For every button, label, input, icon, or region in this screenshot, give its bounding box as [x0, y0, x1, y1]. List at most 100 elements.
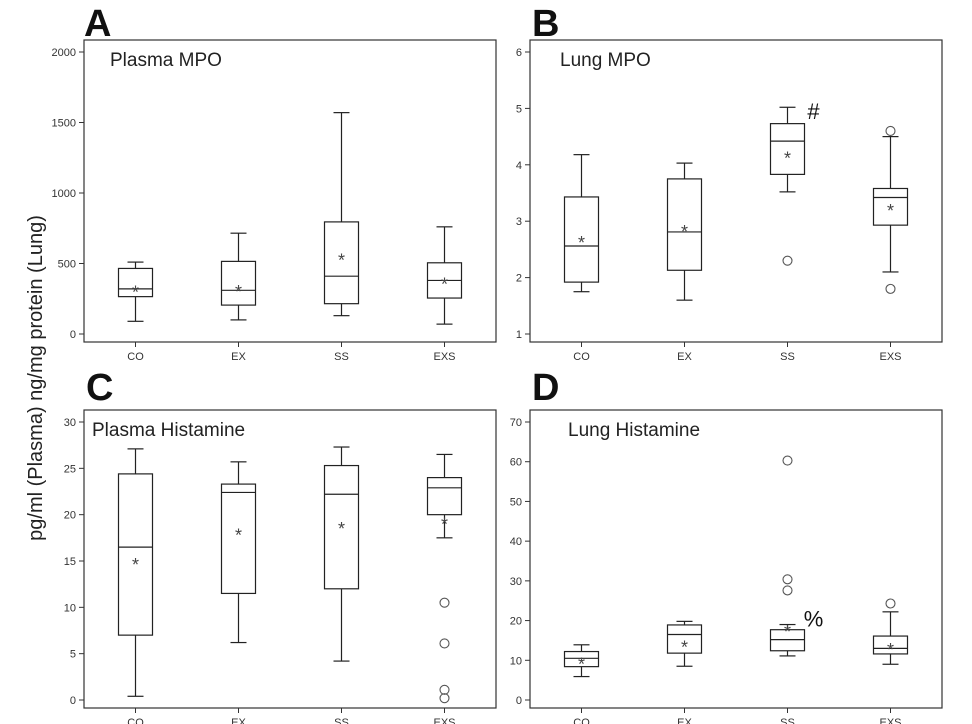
y-tick-label: 0 — [70, 695, 76, 707]
outlier-point — [782, 585, 793, 596]
x-tick-label: SS — [334, 351, 349, 363]
mean-marker: * — [784, 149, 791, 169]
panel-d: D Lung Histamine 0 10 20 30 40 50 60 70 CO EX SS EXS *… — [510, 367, 943, 724]
panel-a: A Plasma MPO 0 500 1000 1500 2000 CO EX SS EXS * * * * — [52, 3, 497, 363]
panel-title: Lung Histamine — [568, 420, 700, 441]
x-tick-label: SS — [780, 717, 795, 724]
panel-letter: C — [86, 367, 113, 409]
y-tick-label: 6 — [516, 47, 522, 59]
significance-mark: % — [804, 607, 824, 632]
y-tick-label: 25 — [64, 463, 76, 475]
iqr-box — [220, 260, 257, 306]
panel-title: Lung MPO — [560, 50, 651, 71]
boxplot-exs: * — [872, 125, 909, 294]
x-tick-label: EX — [231, 717, 246, 724]
plot-frame — [83, 409, 497, 709]
panel-letter: B — [532, 3, 559, 45]
mean-marker: * — [338, 519, 345, 539]
boxplot-ex: * — [220, 461, 257, 644]
mean-marker: * — [235, 525, 242, 545]
y-tick-label: 0 — [70, 329, 76, 341]
outlier-point — [439, 597, 450, 608]
mean-marker: * — [887, 201, 894, 221]
y-tick-label: 50 — [510, 496, 522, 508]
iqr-box — [117, 473, 154, 636]
x-tick-label: CO — [127, 351, 144, 363]
x-tick-label: EXS — [433, 351, 455, 363]
mean-marker: * — [132, 555, 139, 575]
boxplot-ss: * — [769, 455, 806, 657]
outlier-point — [782, 255, 793, 266]
boxplot-exs: * — [426, 453, 463, 704]
y-tick-label: 15 — [64, 556, 76, 568]
plot-frame — [529, 409, 943, 709]
y-tick-label: 2 — [516, 273, 522, 285]
panel-title: Plasma MPO — [110, 50, 222, 71]
boxplot-co: * — [563, 154, 600, 293]
x-tick-label: CO — [573, 351, 590, 363]
iqr-box — [666, 178, 703, 271]
y-tick-label: 4 — [516, 160, 522, 172]
boxplot-ss: * — [769, 106, 806, 266]
y-tick-label: 30 — [64, 417, 76, 429]
mean-marker: * — [578, 654, 585, 674]
mean-marker: * — [441, 275, 448, 295]
x-tick-label: EXS — [879, 351, 901, 363]
y-tick-label: 5 — [516, 103, 522, 115]
mean-marker: * — [132, 282, 139, 302]
iqr-box — [563, 196, 600, 283]
outlier-point — [782, 574, 793, 585]
y-tick-label: 10 — [510, 655, 522, 667]
x-tick-label: EX — [231, 351, 246, 363]
mean-marker: * — [681, 637, 688, 657]
boxplot-co: * — [117, 261, 154, 322]
x-tick-label: EXS — [879, 717, 901, 724]
y-tick-label: 70 — [510, 417, 522, 429]
y-tick-label: 60 — [510, 457, 522, 469]
iqr-box — [220, 483, 257, 595]
outlier-point — [885, 598, 896, 609]
boxplot-ss: * — [323, 446, 360, 662]
iqr-box — [563, 650, 600, 668]
boxplot-exs: * — [426, 226, 463, 325]
y-tick-label: 0 — [516, 695, 522, 707]
outlier-point — [439, 638, 450, 649]
boxplot-ss: * — [323, 112, 360, 317]
outlier-point — [782, 455, 793, 466]
plot-frame — [83, 39, 497, 343]
x-tick-label: EXS — [433, 717, 455, 724]
y-tick-label: 2000 — [52, 47, 76, 59]
mean-marker: * — [887, 640, 894, 660]
outlier-point — [885, 125, 896, 137]
x-tick-label: CO — [573, 717, 590, 724]
x-tick-label: EX — [677, 351, 692, 363]
y-tick-label: 1000 — [52, 188, 76, 200]
y-tick-label: 1500 — [52, 118, 76, 130]
iqr-box — [323, 464, 360, 590]
boxplot-co: * — [563, 644, 600, 678]
iqr-box — [872, 635, 909, 655]
panel-title: Plasma Histamine — [92, 420, 245, 441]
outlier-point — [439, 693, 450, 704]
boxplot-ex: * — [666, 620, 703, 667]
x-tick-label: SS — [780, 351, 795, 363]
iqr-box — [872, 187, 909, 226]
boxplot-ex: * — [666, 162, 703, 301]
x-tick-label: SS — [334, 717, 349, 724]
boxplot-co: * — [117, 448, 154, 697]
y-tick-label: 20 — [510, 616, 522, 628]
iqr-box — [323, 221, 360, 305]
panel-letter: A — [84, 3, 111, 45]
mean-marker: * — [578, 233, 585, 253]
y-tick-label: 40 — [510, 536, 522, 548]
outlier-point — [885, 283, 896, 294]
mean-marker: * — [784, 622, 791, 642]
panel-c: C Plasma Histamine 0 5 10 15 20 25 30 CO EX SS EXS * *… — [64, 367, 497, 724]
mean-marker: * — [441, 514, 448, 534]
y-tick-label: 20 — [64, 510, 76, 522]
mean-marker: * — [338, 251, 345, 271]
iqr-box — [769, 123, 806, 175]
